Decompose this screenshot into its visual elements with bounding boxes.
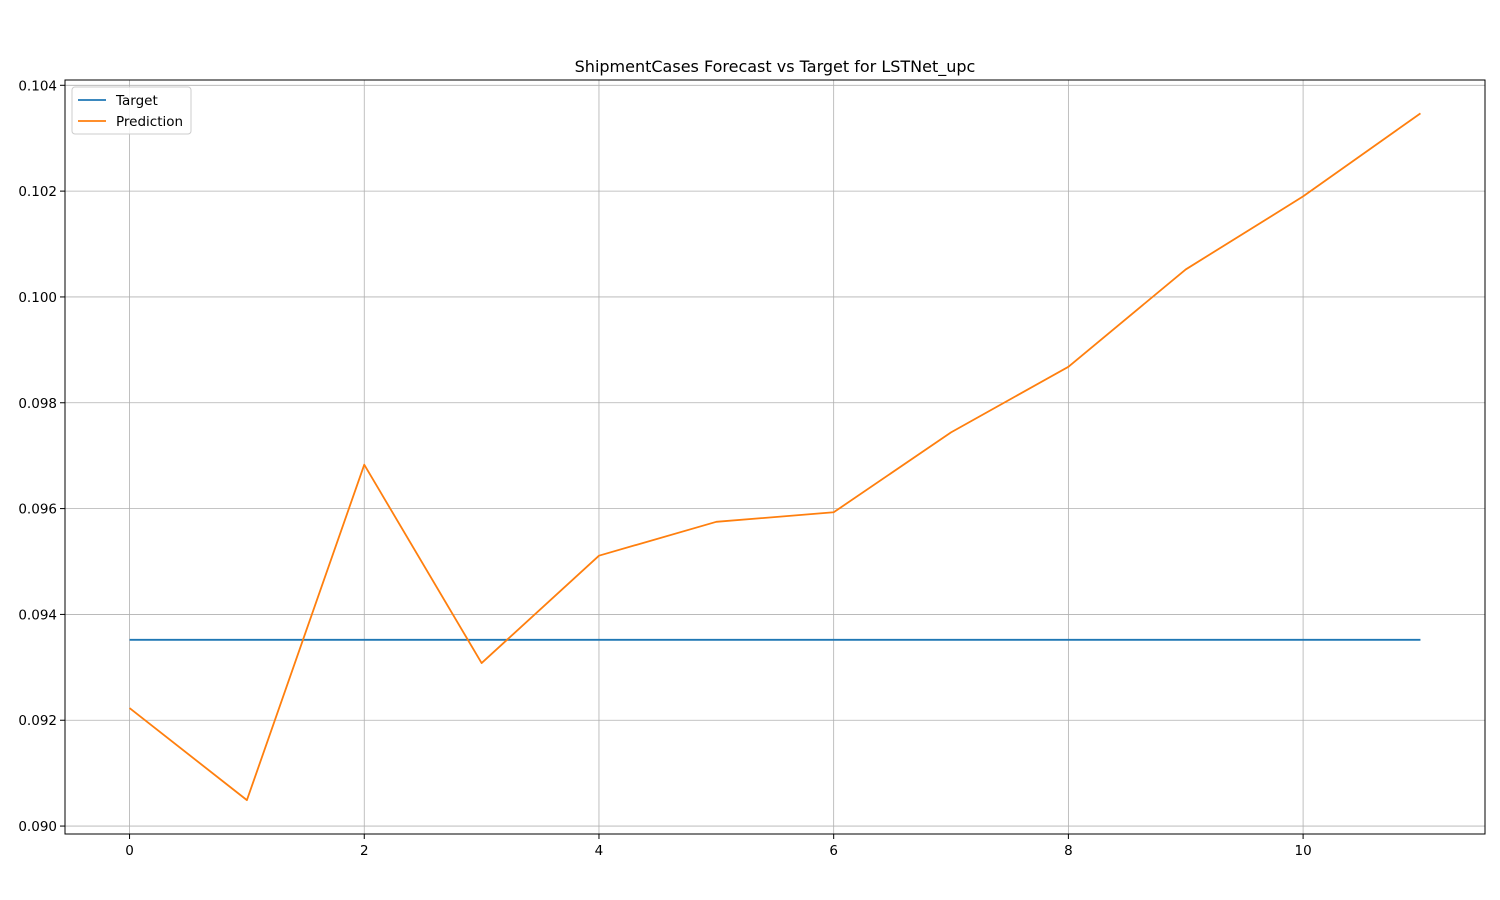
legend-box [71,86,192,135]
y-axis: 0.090 0.092 0.094 0.096 0.098 0.100 0.102 0.104 [18,78,65,835]
plot-series [128,112,1421,802]
y-tick-label: 0.104 [18,78,57,94]
x-tick-label: 0 [125,843,134,859]
y-tick-label: 0.100 [18,290,57,306]
x-axis: 0 2 4 6 8 10 [125,834,1312,859]
x-tick-label: 4 [595,843,604,859]
y-tick-label: 0.098 [18,396,57,412]
chart-title: ShipmentCases Forecast vs Target for LST… [575,57,976,77]
y-tick-label: 0.096 [18,502,57,518]
x-tick-label: 8 [1064,843,1073,859]
series-line-prediction [128,112,1421,802]
plot-frame [64,79,1486,835]
y-tick-label: 0.094 [18,607,57,623]
legend-label-target: Target [115,93,158,109]
legend: Target Prediction [71,86,192,135]
x-tick-label: 10 [1295,843,1312,859]
x-tick-label: 2 [360,843,369,859]
y-tick-label: 0.102 [18,184,57,200]
y-tick-label: 0.092 [18,713,57,729]
x-tick-label: 6 [829,843,838,859]
grid [65,80,1485,834]
legend-label-prediction: Prediction [116,114,183,130]
y-tick-label: 0.090 [18,819,57,835]
